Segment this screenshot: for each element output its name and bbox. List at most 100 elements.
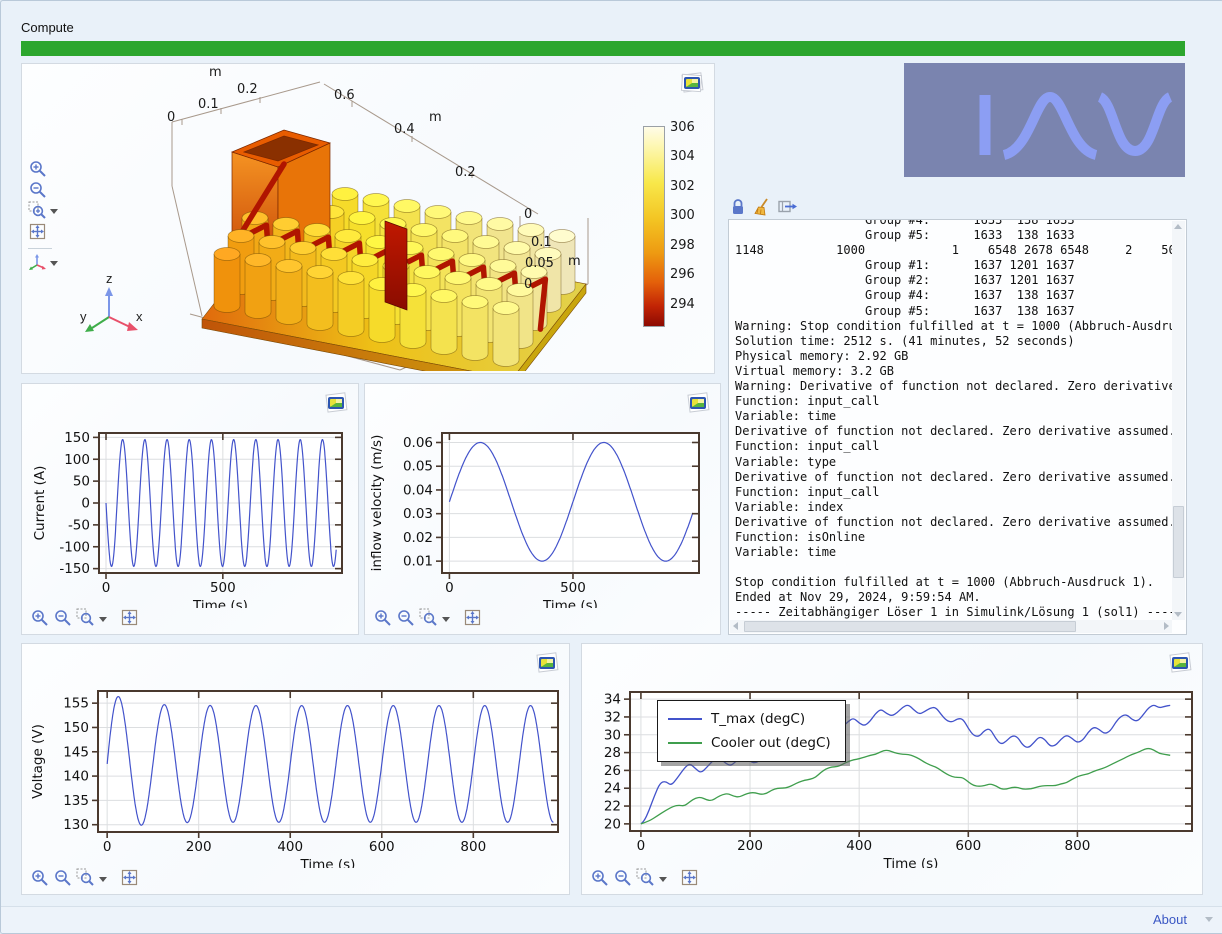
- axis-tick-label: 0: [524, 207, 533, 222]
- chevron-down-icon[interactable]: [1205, 917, 1213, 922]
- svg-text:400: 400: [277, 839, 303, 855]
- color-legend-tick: 296: [670, 267, 695, 282]
- export-icon[interactable]: [778, 198, 798, 216]
- plot-toolbar: [373, 608, 483, 628]
- triad-z-label: z: [106, 271, 113, 286]
- zoom-extents-icon[interactable]: [680, 868, 700, 888]
- color-legend-tick: 304: [670, 149, 695, 164]
- chevron-down-icon[interactable]: [99, 616, 107, 622]
- svg-text:130: 130: [63, 817, 89, 833]
- svg-text:800: 800: [1065, 838, 1091, 854]
- 3d-model-panel[interactable]: m 0 0.1 0.2 0.6 0.4 m 0.2 0 0.1 0.05 m 0…: [21, 63, 715, 374]
- axis-tick-label: 0.2: [455, 165, 476, 180]
- color-legend-tick: 306: [670, 120, 695, 135]
- cooling-channel-wall: [384, 220, 408, 311]
- zoom-out-icon[interactable]: [28, 180, 48, 200]
- voltage-chart-canvas[interactable]: 0 200 400 600 800 130 135 140 145 150 155 Time (s) V…: [22, 644, 569, 868]
- svg-text:0.05: 0.05: [403, 459, 433, 475]
- svg-text:0: 0: [102, 580, 111, 596]
- svg-text:inflow velocity (m/s): inflow velocity (m/s): [369, 435, 385, 572]
- chevron-down-icon[interactable]: [442, 616, 450, 622]
- svg-text:200: 200: [186, 839, 212, 855]
- svg-text:140: 140: [63, 769, 89, 785]
- section-title: Compute: [21, 20, 74, 35]
- svg-text:150: 150: [63, 720, 89, 736]
- svg-text:Time (s): Time (s): [883, 856, 939, 868]
- axis-unit-label: m: [209, 65, 222, 80]
- lock-icon[interactable]: [730, 198, 746, 216]
- solver-log[interactable]: Group #4: 1633 138 1633 Group #5: 1633 1…: [728, 219, 1187, 635]
- plot-toolbar: [30, 608, 140, 628]
- zoom-in-icon[interactable]: [30, 608, 50, 628]
- plot-toolbar: [590, 868, 700, 888]
- inflow-chart-canvas[interactable]: 0 500 0.01 0.02 0.03 0.04 0.05 0.06 Time (s) infl…: [365, 384, 720, 608]
- 3d-view-toolbar: [28, 158, 68, 274]
- zoom-out-icon[interactable]: [613, 868, 633, 888]
- chevron-down-icon[interactable]: [50, 209, 58, 214]
- color-legend-tick: 294: [670, 297, 695, 312]
- broom-icon[interactable]: [753, 198, 771, 216]
- svg-text:Time (s): Time (s): [542, 598, 598, 608]
- zoom-box-icon[interactable]: [28, 201, 58, 221]
- zoom-in-icon[interactable]: [28, 159, 48, 179]
- zoom-extents-icon[interactable]: [28, 222, 48, 242]
- svg-text:-150: -150: [59, 561, 90, 577]
- view-axis-icon[interactable]: [28, 253, 58, 273]
- color-legend-bar: [643, 126, 665, 327]
- svg-text:800: 800: [460, 839, 486, 855]
- chart-legend: T_max (degC) Cooler out (degC): [657, 700, 846, 762]
- chevron-down-icon[interactable]: [659, 876, 667, 882]
- zoom-in-icon[interactable]: [373, 608, 393, 628]
- legend-line-sample: [668, 742, 702, 744]
- svg-text:600: 600: [369, 839, 395, 855]
- zoom-out-icon[interactable]: [53, 608, 73, 628]
- status-bar: About: [1, 906, 1222, 933]
- log-toolbar: [730, 198, 798, 218]
- iav-logo: [904, 63, 1185, 177]
- svg-text:Time (s): Time (s): [192, 598, 248, 608]
- zoom-out-icon[interactable]: [396, 608, 416, 628]
- log-vertical-scrollbar[interactable]: [1172, 221, 1185, 620]
- current-chart-canvas[interactable]: 0 500 -150 -100 -50 0 50 100 150 Time (s) Current …: [22, 384, 358, 608]
- zoom-box-icon[interactable]: [419, 608, 439, 628]
- chevron-down-icon[interactable]: [50, 261, 58, 266]
- svg-text:26: 26: [604, 763, 621, 779]
- temperature-plot-panel: 0 200 400 600 800 20 22 24 26 28 30 32 34 Time (s) T_…: [581, 643, 1203, 895]
- plot-button[interactable]: [323, 391, 349, 415]
- axis-unit-label: m: [429, 110, 442, 125]
- svg-text:500: 500: [560, 580, 586, 596]
- svg-text:-100: -100: [59, 539, 90, 555]
- svg-text:0: 0: [103, 839, 112, 855]
- zoom-extents-icon[interactable]: [120, 608, 140, 628]
- axis-tick-label: 0.6: [334, 88, 355, 103]
- svg-text:200: 200: [737, 838, 763, 854]
- zoom-box-icon[interactable]: [636, 868, 656, 888]
- zoom-out-icon[interactable]: [53, 868, 73, 888]
- svg-text:0.01: 0.01: [403, 554, 433, 570]
- chevron-down-icon[interactable]: [99, 876, 107, 882]
- zoom-extents-icon[interactable]: [463, 608, 483, 628]
- plot-button[interactable]: [679, 71, 705, 95]
- zoom-extents-icon[interactable]: [120, 868, 140, 888]
- zoom-in-icon[interactable]: [30, 868, 50, 888]
- zoom-box-icon[interactable]: [76, 868, 96, 888]
- 3d-battery-scene[interactable]: [22, 64, 712, 371]
- axis-tick-label: 0.1: [531, 235, 552, 250]
- toolbar-separator: [28, 248, 52, 249]
- plot-button[interactable]: [1167, 651, 1193, 675]
- svg-text:400: 400: [846, 838, 872, 854]
- plot-button[interactable]: [534, 651, 560, 675]
- svg-text:22: 22: [604, 799, 621, 815]
- svg-text:0: 0: [81, 496, 90, 512]
- svg-text:155: 155: [63, 696, 89, 712]
- log-horizontal-scrollbar[interactable]: [730, 620, 1172, 633]
- zoom-box-icon[interactable]: [76, 608, 96, 628]
- about-link[interactable]: About: [1153, 912, 1187, 927]
- triad-x-label: x: [136, 309, 143, 324]
- plot-button[interactable]: [685, 391, 711, 415]
- triad-y-label: y: [80, 309, 87, 324]
- svg-text:Time (s): Time (s): [300, 857, 356, 868]
- legend-line-sample: [668, 718, 702, 720]
- svg-text:Voltage (V): Voltage (V): [30, 724, 46, 799]
- zoom-in-icon[interactable]: [590, 868, 610, 888]
